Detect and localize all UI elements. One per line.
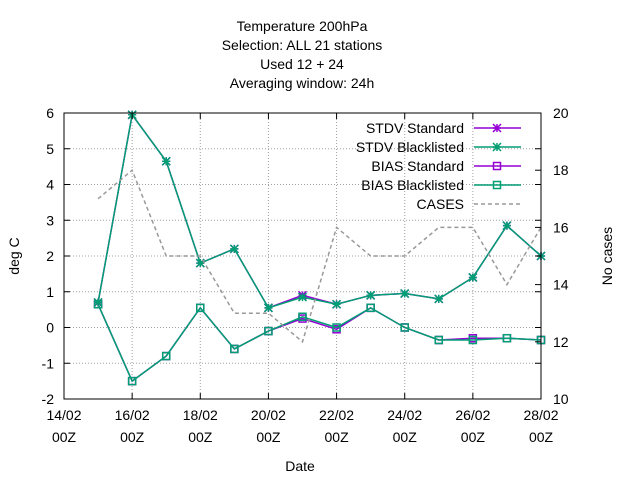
- data-point-bias-blacklisted: [196, 303, 205, 313]
- x-tick-label: 26/02: [455, 407, 490, 423]
- legend-marker: [492, 161, 502, 171]
- data-point-stdv-blacklisted: [502, 221, 512, 231]
- legend-item-cases: CASES: [417, 196, 521, 212]
- x-tick-label-time: 00Z: [256, 429, 281, 445]
- y-tick-label: 1: [46, 284, 54, 300]
- legend-marker: [492, 123, 502, 133]
- title-line: Averaging window: 24h: [230, 75, 375, 91]
- data-point-bias-blacklisted: [264, 326, 273, 336]
- y2-tick-label: 10: [553, 391, 569, 407]
- y2-tick-label: 16: [553, 219, 569, 235]
- series-line-bias-blacklisted: [97, 303, 542, 383]
- data-point-bias-blacklisted: [434, 335, 444, 345]
- y-tick-label: 2: [46, 248, 54, 264]
- data-point-stdv-blacklisted: [229, 244, 239, 254]
- x-axis-label: Date: [285, 458, 315, 474]
- series-bias-blacklisted: [93, 300, 546, 386]
- data-point-bias-blacklisted: [332, 323, 341, 332]
- x-tick-label-time: 00Z: [188, 429, 213, 445]
- grid: [64, 113, 541, 399]
- x-tick-label-time: 00Z: [529, 429, 554, 445]
- x-tick-label-time: 00Z: [120, 429, 145, 445]
- y-tick-label: -1: [42, 355, 55, 371]
- legend-label: STDV Standard: [366, 120, 464, 136]
- series-line-stdv-blacklisted: [97, 112, 542, 309]
- y2-tick-label: 20: [553, 105, 569, 121]
- x-tick-label: 24/02: [387, 407, 422, 423]
- x-tick-label: 14/02: [46, 407, 81, 423]
- legend-marker: [492, 142, 502, 152]
- legend-item-stdv-standard: STDV Standard: [366, 120, 521, 136]
- data-point-stdv-blacklisted: [332, 299, 342, 309]
- series-layer: [93, 110, 546, 386]
- legend-item-bias-standard: BIAS Standard: [371, 158, 521, 174]
- data-point-bias-blacklisted: [400, 323, 409, 332]
- legend-item-bias-blacklisted: BIAS Blacklisted: [361, 177, 521, 193]
- y-tick-label: 4: [46, 177, 54, 193]
- data-point-stdv-blacklisted: [93, 297, 103, 308]
- data-point-bias-blacklisted: [468, 335, 478, 345]
- y-tick-label: 6: [46, 105, 54, 121]
- axis-ticks: -2-1012345610121416182014/0200Z16/0200Z1…: [42, 105, 569, 445]
- data-point-bias-blacklisted: [298, 312, 307, 322]
- data-point-bias-blacklisted: [230, 344, 239, 354]
- legend-label: STDV Blacklisted: [356, 139, 464, 155]
- data-point-bias-blacklisted: [127, 376, 137, 386]
- data-point-stdv-blacklisted: [400, 289, 410, 299]
- y-axis-label: deg C: [6, 237, 22, 274]
- series-stdv-standard: [93, 110, 546, 313]
- title-line: Temperature 200hPa: [237, 18, 368, 34]
- y-tick-label: 5: [46, 141, 54, 157]
- legend-marker: [492, 180, 502, 190]
- x-tick-label: 22/02: [319, 407, 354, 423]
- data-point-stdv-blacklisted: [195, 258, 205, 268]
- data-point-stdv-blacklisted: [263, 303, 273, 313]
- x-tick-label: 20/02: [251, 407, 286, 423]
- legend-label: CASES: [417, 196, 464, 212]
- y-tick-label: 3: [46, 212, 54, 228]
- legend-label: BIAS Standard: [371, 158, 464, 174]
- data-point-stdv-blacklisted: [161, 156, 171, 166]
- y2-axis-label: No cases: [599, 227, 615, 285]
- y-tick-label: -2: [42, 391, 55, 407]
- x-tick-label-time: 00Z: [393, 429, 418, 445]
- series-stdv-blacklisted: [93, 110, 546, 313]
- data-point-bias-blacklisted: [93, 300, 103, 309]
- series-line-bias-standard: [97, 303, 542, 383]
- title-line: Selection: ALL 21 stations: [222, 37, 383, 53]
- x-tick-label: 16/02: [115, 407, 150, 423]
- legend: STDV Standard STDV Blacklisted BIAS Standa…: [356, 120, 521, 212]
- title-line: Used 12 + 24: [260, 56, 344, 72]
- series-line-cases: [97, 168, 542, 344]
- x-tick-label-time: 00Z: [325, 429, 350, 445]
- x-tick-label: 28/02: [523, 407, 558, 423]
- x-tick-label-time: 00Z: [461, 429, 486, 445]
- y-tick-label: 0: [46, 320, 54, 336]
- y2-tick-label: 14: [553, 277, 569, 293]
- legend-label: BIAS Blacklisted: [361, 177, 464, 193]
- x-tick-label: 18/02: [183, 407, 218, 423]
- y2-tick-label: 18: [553, 162, 569, 178]
- data-point-bias-blacklisted: [161, 351, 171, 361]
- data-point-stdv-blacklisted: [468, 272, 478, 282]
- legend-item-stdv-blacklisted: STDV Blacklisted: [356, 139, 521, 155]
- y2-tick-label: 12: [553, 334, 569, 350]
- data-point-bias-blacklisted: [366, 303, 375, 313]
- data-point-bias-blacklisted: [502, 333, 512, 343]
- data-point-stdv-blacklisted: [297, 292, 308, 302]
- data-point-stdv-blacklisted: [366, 290, 376, 300]
- data-point-stdv-blacklisted: [434, 294, 444, 304]
- x-tick-label-time: 00Z: [52, 429, 77, 445]
- chart-title: Temperature 200hPa Selection: ALL 21 stat…: [222, 18, 383, 91]
- series-cases: [97, 168, 542, 344]
